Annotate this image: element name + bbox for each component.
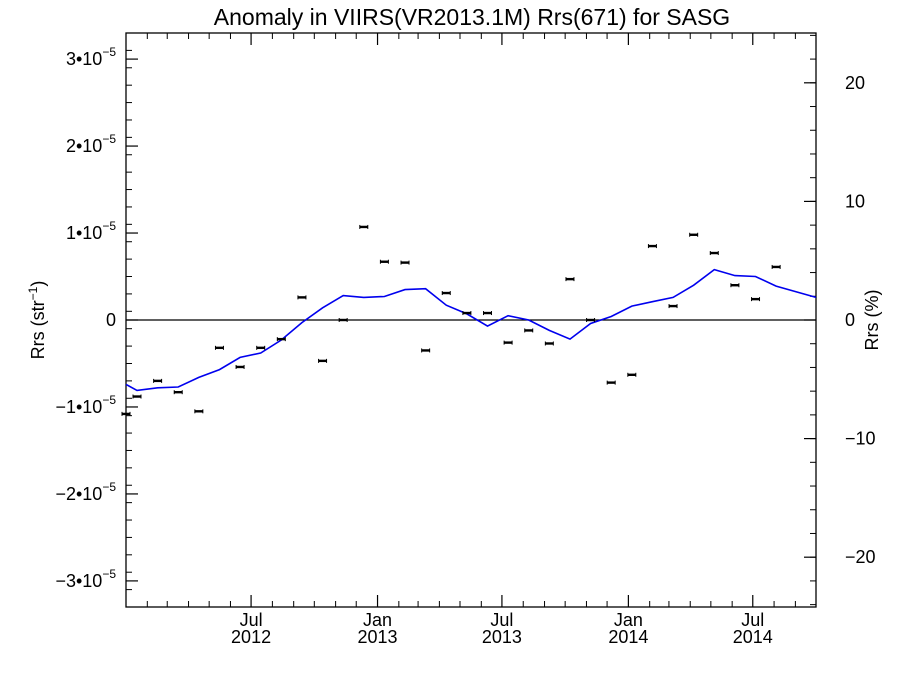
data-point	[359, 224, 369, 229]
data-point	[338, 318, 348, 322]
x-tick-label-year: 2013	[358, 627, 398, 647]
y-right-tick-label: −10	[845, 429, 876, 449]
data-point	[751, 297, 761, 302]
data-point	[153, 378, 163, 383]
y-left-tick-label: 1•10−5	[66, 219, 116, 243]
trend-line	[125, 268, 817, 392]
data-point	[421, 348, 431, 353]
y-axis-right: 20 10 0 −10 −20	[804, 34, 876, 606]
y-axis-left: 3•10−5 2•10−5 1•10−5 0 −1•10−5 −2•10−5 −3•10−5	[55, 45, 138, 608]
data-point	[586, 318, 596, 322]
data-point	[524, 328, 534, 333]
x-tick-label-month: Jul	[490, 610, 513, 630]
data-point	[482, 311, 492, 316]
y-left-tick-label: 2•10−5	[66, 132, 116, 156]
data-point	[771, 264, 781, 269]
x-tick-label-year: 2014	[608, 627, 648, 647]
anomaly-series	[121, 224, 781, 416]
data-point	[627, 372, 637, 377]
y-left-tick-label: −3•10−5	[55, 567, 116, 591]
data-point	[256, 345, 266, 350]
data-point	[606, 380, 616, 385]
x-tick-label-month: Jul	[741, 610, 764, 630]
y-right-tick-label: 0	[845, 310, 855, 330]
y-left-tick-label: 3•10−5	[66, 45, 116, 69]
data-point	[647, 244, 657, 249]
data-point	[235, 364, 245, 369]
y-right-tick-label: 10	[845, 191, 865, 211]
data-point	[121, 411, 131, 416]
y-left-tick-label: −1•10−5	[55, 393, 116, 417]
y-right-tick-label: −20	[845, 547, 876, 567]
data-point	[318, 358, 328, 363]
data-point	[379, 259, 389, 264]
data-point	[173, 390, 183, 395]
data-point	[689, 232, 699, 237]
data-point	[400, 260, 410, 265]
chart-title: Anomaly in VIIRS(VR2013.1M) Rrs(671) for…	[214, 4, 730, 30]
y-right-tick-label: 20	[845, 73, 865, 93]
data-point	[441, 291, 451, 296]
data-point	[565, 277, 575, 282]
data-point	[194, 409, 204, 414]
y-axis-left-title: Rrs (str−1)	[26, 281, 48, 360]
data-point	[709, 251, 719, 256]
data-point	[214, 345, 224, 350]
x-tick-label-month: Jan	[363, 610, 392, 630]
data-point	[276, 337, 286, 342]
x-tick-label-month: Jan	[614, 610, 643, 630]
x-tick-label-month: Jul	[240, 610, 263, 630]
data-point	[730, 283, 740, 288]
data-point	[503, 340, 513, 345]
x-tick-label-year: 2014	[733, 627, 773, 647]
data-point	[132, 394, 142, 399]
y-axis-right-title: Rrs (%)	[862, 290, 882, 351]
trend-series	[125, 268, 817, 392]
y-left-tick-label: 0	[106, 310, 116, 330]
data-point	[462, 311, 472, 316]
y-left-tick-label: −2•10−5	[55, 480, 116, 504]
data-point	[544, 341, 554, 346]
data-point	[668, 304, 678, 309]
data-point	[297, 295, 307, 300]
x-tick-label-year: 2012	[231, 627, 271, 647]
x-tick-label-year: 2013	[482, 627, 522, 647]
